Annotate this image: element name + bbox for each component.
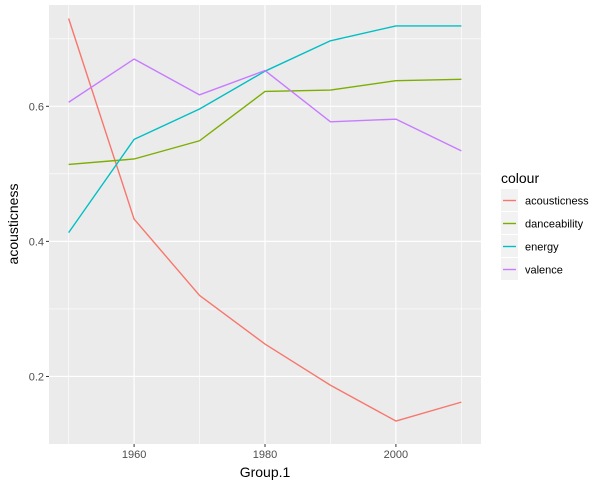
legend-title: colour [501, 170, 539, 186]
y-tick-label: 0.6 [29, 101, 44, 113]
x-axis-title: Group.1 [240, 464, 291, 480]
y-axis: 0.2 0.4 0.6 [29, 101, 49, 383]
series-lines [67, 18, 462, 422]
y-tick-label: 0.4 [29, 236, 44, 248]
y-tick-label: 0.2 [29, 371, 44, 383]
x-tick-label: 1960 [122, 449, 146, 461]
legend: colour acousticness danceability energy val… [501, 170, 589, 280]
x-tick-label: 1980 [253, 449, 277, 461]
legend-label-valence: valence [525, 265, 563, 277]
series-line-acousticness [67, 18, 462, 422]
legend-label-acousticness: acousticness [525, 196, 589, 208]
legend-label-danceability: danceability [525, 219, 584, 231]
series-line-danceability [68, 78, 462, 166]
x-axis: 1960 1980 2000 [122, 444, 408, 461]
series-line-valence [68, 58, 462, 152]
y-axis-title: acousticness [5, 184, 21, 265]
legend-label-energy: energy [525, 242, 559, 254]
major-gridlines [49, 5, 481, 444]
x-tick-label: 2000 [384, 449, 408, 461]
